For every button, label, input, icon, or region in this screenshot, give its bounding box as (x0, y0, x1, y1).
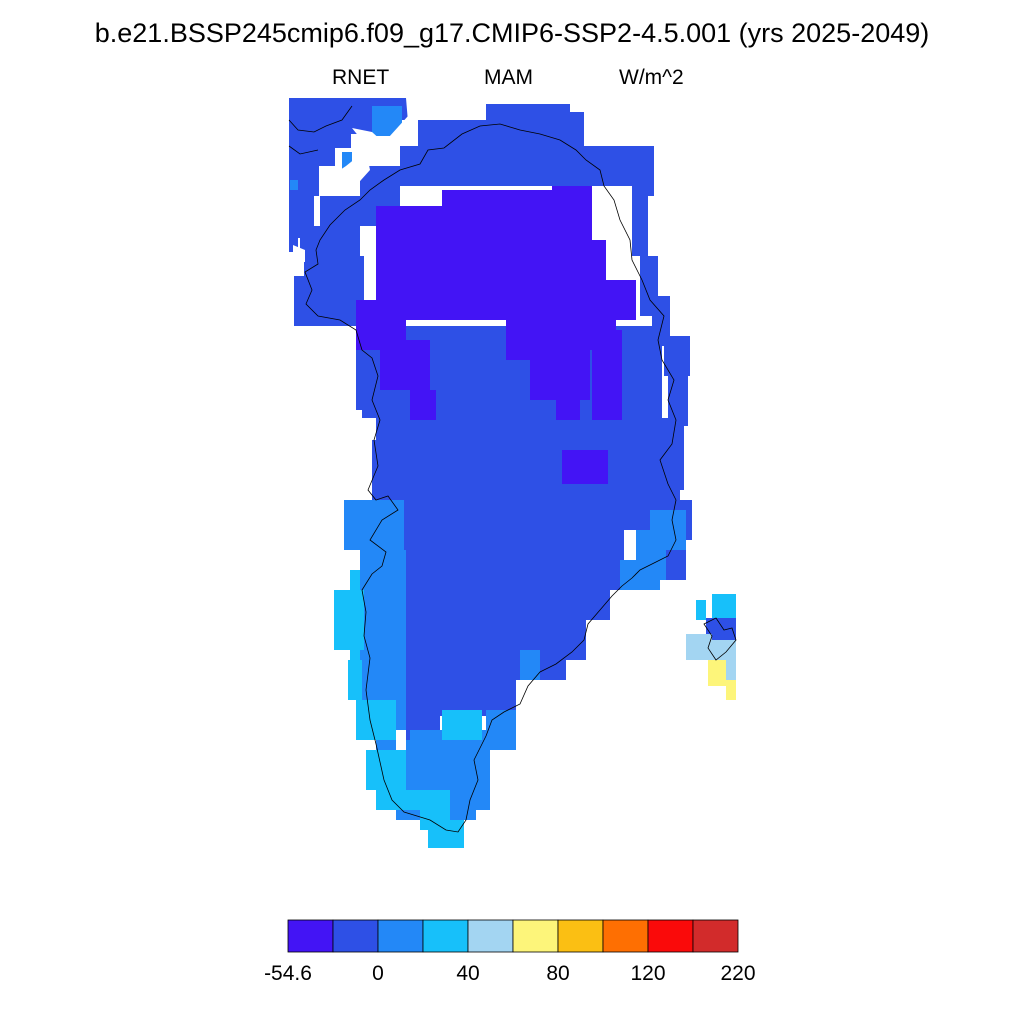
grid-cell (556, 390, 580, 420)
grid-cell (392, 650, 516, 680)
grid-cell (290, 180, 298, 190)
colorbar-box (647, 919, 694, 953)
colorbar-labels: -54.6 0 40 80 120 220 (264, 962, 755, 985)
grid-cell (612, 330, 622, 350)
grid-cell (294, 276, 324, 326)
grid-cell (334, 590, 364, 650)
ocean-gap (293, 245, 305, 262)
grid-cell (520, 650, 540, 680)
colorbar-tick-label: 40 (456, 962, 479, 985)
grid-cell (360, 550, 406, 590)
ocean-gap (389, 116, 416, 144)
grid-cell (376, 206, 442, 246)
colorbar-box (467, 919, 514, 953)
season-label: MAM (484, 66, 533, 89)
colorbar-boxes (287, 919, 739, 953)
colorbar-box (332, 919, 379, 953)
grid-cell (404, 530, 624, 590)
grid-cell (552, 186, 592, 246)
colorbar-box (692, 919, 739, 953)
grid-cell (356, 350, 376, 410)
colorbar-box (287, 919, 334, 953)
colorbar-tick-label: 220 (720, 962, 755, 985)
ocean-gap (352, 128, 392, 160)
grid-cell (686, 634, 712, 660)
grid-cell (632, 196, 648, 256)
grid-cell (566, 640, 586, 660)
grid-cell (342, 152, 352, 172)
ocean-gap (406, 98, 418, 122)
grid-cell (428, 820, 464, 848)
grid-cell (650, 510, 686, 550)
grid-cell (380, 340, 430, 390)
units-label: W/m^2 (619, 66, 684, 89)
grid-cell (486, 104, 542, 146)
coastline-segment (288, 145, 319, 155)
colorbar-box (557, 919, 604, 953)
grid-cell (620, 560, 660, 590)
grid-cell (708, 660, 726, 686)
coastline-segment (304, 123, 677, 833)
grid-cell (289, 196, 298, 252)
grid-cell (442, 190, 552, 246)
grid-cell (289, 148, 335, 166)
grid-cell (696, 600, 706, 620)
grid-cell (442, 710, 482, 740)
grid-cell (570, 112, 584, 146)
grid-cell (406, 740, 436, 780)
grid-cell (486, 710, 516, 750)
grid-cell (404, 590, 604, 620)
colorbar-tick-label: 120 (630, 962, 665, 985)
grid-cell (376, 418, 676, 480)
grid-cell (406, 620, 586, 650)
grid-cell (470, 760, 490, 810)
colorbar-tick-label: -54.6 (264, 962, 312, 985)
colorbar-tick-label: 80 (546, 962, 569, 985)
grid-cell (632, 146, 654, 196)
grid-cell (356, 700, 396, 740)
grid-cell (562, 450, 608, 484)
grid-cell (664, 336, 690, 376)
grid-cell (344, 500, 404, 550)
grid-cell (380, 480, 680, 530)
grid-cell (592, 340, 622, 420)
grid-cell (400, 146, 632, 186)
colorbar-tick-label: 0 (372, 962, 384, 985)
colorbar-box (377, 919, 424, 953)
coastline (288, 105, 737, 833)
grid-cell (376, 246, 606, 302)
grid-cell (300, 226, 360, 256)
coastline-segment (288, 105, 353, 133)
colorbar-box (512, 919, 559, 953)
grid-cell (348, 660, 362, 700)
ocean-gap (540, 98, 548, 104)
colorbar-box (422, 919, 469, 953)
grid-cell (366, 750, 406, 790)
grid-cell (726, 680, 736, 700)
coastline-segment (703, 617, 737, 661)
colorbar-box (602, 919, 649, 953)
grid-cell (396, 680, 516, 710)
grid-cell (596, 590, 610, 620)
grid-cell (289, 134, 351, 148)
grid-cell (410, 390, 436, 420)
variable-label: RNET (332, 66, 390, 89)
plot-title: b.e21.BSSP245cmip6.f09_g17.CMIP6-SSP2-4.… (94, 18, 930, 48)
ocean-gap (322, 150, 370, 196)
grid-cell (606, 280, 636, 320)
